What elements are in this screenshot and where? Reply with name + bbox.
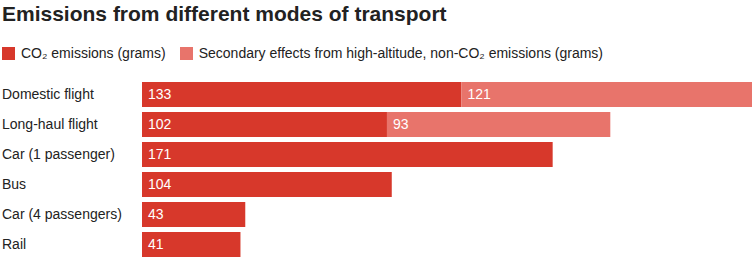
svg-text:Bus: Bus [8,176,26,192]
svg-text:Domestic flight: Domestic flight [8,86,94,102]
svg-text:171: 171 [148,146,172,162]
svg-text:Car (1 passenger): Car (1 passenger) [8,146,115,162]
html-text:Secondary effects from high-al: Secondary effects from high-altitude, no… [198,45,603,61]
svg-text:133: 133 [148,86,172,102]
svg-text:Car (4 passengers): Car (4 passengers) [8,206,122,222]
svg-text:121: 121 [467,86,491,102]
svg-text:Rail: Rail [8,236,26,252]
svg-text:Long-haul flight: Long-haul flight [8,116,98,132]
svg-text:41: 41 [148,236,164,252]
svg-text:43: 43 [148,206,164,222]
html-text:Emissions from different modes: Emissions from different modes of transp… [2,2,447,25]
svg-text:104: 104 [148,176,172,192]
svg-text:102: 102 [148,116,172,132]
html-text:CO₂ emissions (grams): CO₂ emissions (grams) [21,45,166,61]
svg-text:93: 93 [393,116,409,132]
